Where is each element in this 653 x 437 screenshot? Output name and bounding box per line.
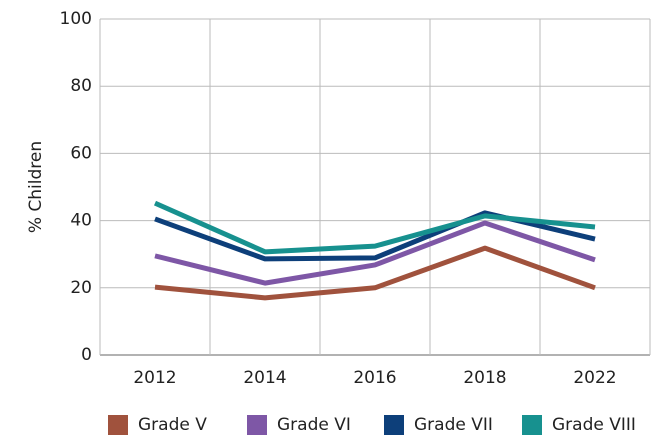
- x-tick-label: 2016: [353, 368, 396, 388]
- y-tick-label: 40: [70, 211, 92, 231]
- series-line: [154, 220, 596, 286]
- y-tick-label: 60: [70, 143, 92, 163]
- y-axis-label: % Children: [26, 141, 46, 233]
- legend-label: Grade VIII: [552, 415, 636, 435]
- x-tick-label: 2022: [573, 368, 616, 388]
- x-tick-label: 2012: [133, 368, 176, 388]
- y-tick-label: 0: [81, 345, 92, 365]
- x-tick-label: 2018: [463, 368, 506, 388]
- legend-label: Grade VI: [277, 415, 351, 435]
- legend-swatch: [384, 415, 404, 435]
- y-tick-label: 100: [60, 9, 92, 29]
- legend-label: Grade VII: [414, 415, 493, 435]
- y-tick-label: 20: [70, 278, 92, 298]
- x-tick-label: 2014: [243, 368, 286, 388]
- legend-swatch: [247, 415, 267, 435]
- series-line: [153, 200, 596, 255]
- legend-label: Grade V: [138, 415, 207, 435]
- series-line: [154, 245, 596, 301]
- legend-swatch: [108, 415, 128, 435]
- legend-swatch: [522, 415, 542, 435]
- y-tick-label: 80: [70, 76, 92, 96]
